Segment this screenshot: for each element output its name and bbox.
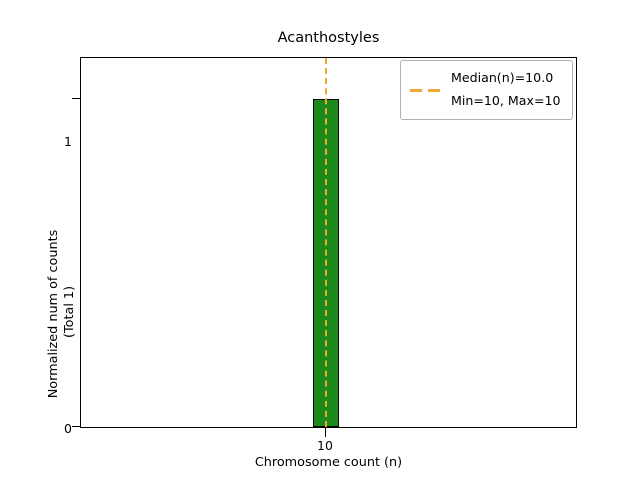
y-tick-label-1: 1: [64, 134, 72, 149]
y-axis-label-line2: (Total 1): [62, 285, 77, 343]
x-tick-mark-10: [325, 428, 327, 437]
chart-title: Acanthostyles: [277, 30, 380, 46]
legend-entry-text: Median(n)=10.0 Min=10, Max=10: [451, 67, 561, 112]
legend-label-minmax: Min=10, Max=10: [451, 92, 561, 108]
y-axis-label: Normalized num of counts (Total 1): [46, 154, 78, 474]
y-tick-mark-0: [72, 425, 81, 427]
legend-dashed-line-swatch: [409, 85, 443, 95]
x-axis-label: Chromosome count (n): [254, 455, 403, 470]
median-line: [325, 58, 327, 427]
y-axis-label-line1: Normalized num of counts: [46, 229, 61, 399]
legend-label-median: Median(n)=10.0: [451, 70, 554, 85]
y-tick-label-0: 0: [64, 421, 72, 436]
x-tick-label-10: 10: [317, 438, 333, 453]
legend-entry-median: Median(n)=10.0 Min=10, Max=10: [409, 67, 564, 112]
y-axis-label-wrap: Normalized num of counts (Total 1): [22, 70, 77, 399]
y-tick-mark-1: [72, 97, 81, 99]
legend[interactable]: Median(n)=10.0 Min=10, Max=10: [400, 60, 573, 121]
